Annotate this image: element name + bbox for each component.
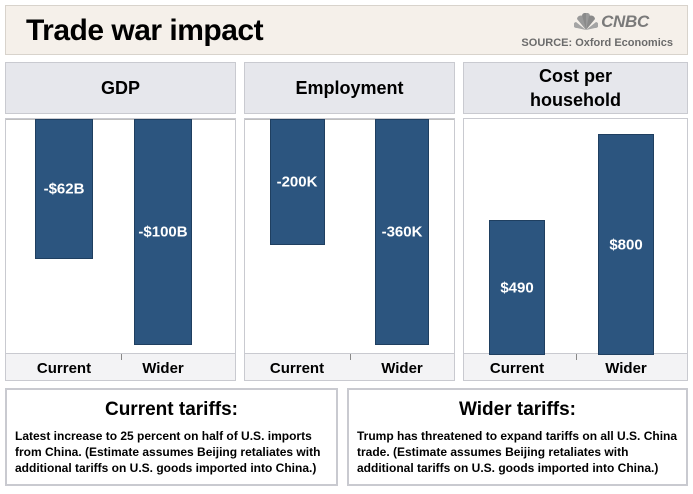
category-label: Current xyxy=(489,360,545,377)
bar-value-label: $490 xyxy=(500,279,534,296)
bar-wider xyxy=(598,134,654,355)
note-body: Latest increase to 25 percent on half of… xyxy=(15,429,321,475)
chart-cost-per-household: $490 Current $800 Wider xyxy=(463,118,688,381)
bar-wider xyxy=(134,119,192,345)
category-label: Wider xyxy=(381,360,423,377)
bar-wider xyxy=(375,119,429,345)
cnbc-logo: CNBC xyxy=(574,12,649,32)
zero-line xyxy=(245,119,454,120)
category-axis xyxy=(245,353,454,380)
zero-line xyxy=(6,119,235,120)
bar-value-label: -$62B xyxy=(43,180,85,198)
note-title: Wider tariffs: xyxy=(458,399,576,420)
chart-employment: -200K Current -360K Wider xyxy=(244,118,455,381)
category-label: Wider xyxy=(142,360,184,377)
category-label: Wider xyxy=(605,360,647,377)
panel-title-employment: Employment xyxy=(244,62,455,114)
category-axis xyxy=(464,353,687,380)
logo-text: CNBC xyxy=(601,12,649,31)
note-body: Trump has threatened to expand tariffs o… xyxy=(357,429,678,475)
page-title: Trade war impact xyxy=(26,14,264,47)
bar-value-label: -200K xyxy=(276,173,318,191)
category-axis xyxy=(6,353,235,380)
source-credit: SOURCE: Oxford Economics xyxy=(521,37,673,49)
bar-current xyxy=(269,119,325,245)
category-label: Current xyxy=(36,360,92,377)
header: Trade war impact CNBC SOURCE: Oxford Eco… xyxy=(5,5,688,55)
note-wider-tariffs: Wider tariffs: Trump has threatened to e… xyxy=(347,388,688,486)
note-current-tariffs: Current tariffs: Latest increase to 25 p… xyxy=(5,388,338,486)
panel-title-gdp: GDP xyxy=(5,62,236,114)
bar-value-label: $800 xyxy=(609,236,643,253)
category-label: Current xyxy=(269,360,325,377)
note-title: Current tariffs: xyxy=(104,399,238,420)
bar-current xyxy=(35,119,93,259)
panel-title-cost: Cost per household xyxy=(463,62,688,114)
chart-gdp: -$62B Current -$100B Wider xyxy=(5,118,236,381)
bar-value-label: -360K xyxy=(381,223,423,241)
peacock-icon xyxy=(574,13,599,30)
bar-current xyxy=(489,220,545,355)
bar-value-label: -$100B xyxy=(138,223,188,241)
